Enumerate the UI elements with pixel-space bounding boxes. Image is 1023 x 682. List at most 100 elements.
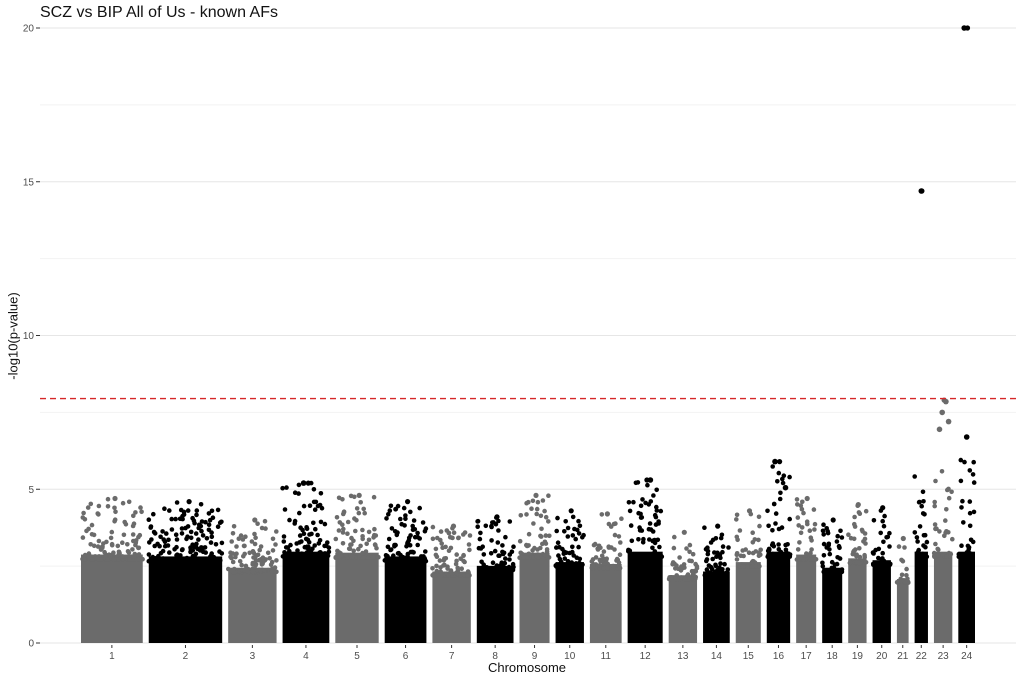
snp-point [576,518,581,524]
snp-point [922,512,927,517]
snp-point [654,504,659,510]
snp-point [253,553,259,558]
snp-point [801,510,806,516]
snp-point [899,572,905,578]
snp-point [599,553,605,559]
snp-point [734,534,740,540]
snp-point [131,521,137,526]
snp-point [239,562,244,568]
snp-point [887,544,892,549]
snp-point [756,514,762,520]
snp-point [689,576,694,581]
snp-point [650,545,655,551]
snp-point [250,569,256,575]
snp-point [776,470,782,476]
snp-point [618,540,623,545]
snp-point [267,556,273,561]
snp-point [270,536,276,542]
snp-point [466,542,472,547]
snp-point [795,515,801,520]
snp-point [481,552,487,557]
snp-point [564,564,570,569]
snp-point [854,552,859,557]
snp-point [269,559,275,565]
x-tick-label-chr-5: 5 [354,651,360,662]
snp-point [200,533,206,538]
snp-point [744,564,750,569]
chromosome-7-peak-point [450,523,457,529]
snp-point [615,557,621,563]
snp-point [779,525,785,530]
chart-title: SCZ vs BIP All of Us - known AFs [40,4,278,21]
snp-point [949,489,954,495]
y-tick-label: 0 [28,639,34,650]
snp-point [780,480,786,486]
snp-point [364,541,370,547]
snp-point [454,558,459,564]
snp-point [441,563,446,568]
snp-point [315,532,320,538]
snp-point [538,545,543,551]
snp-point [557,544,562,550]
chromosome-10-peak-point [568,508,574,514]
snp-point [85,505,91,510]
highlighted-snp-point [918,188,925,194]
snp-point [824,526,829,531]
snp-point [544,547,550,552]
snp-point [904,566,909,572]
snp-point [603,560,609,566]
snp-point [804,551,809,556]
snp-point [199,519,205,524]
snp-point [917,554,922,559]
snp-point [310,553,316,559]
chromosome-8-points [475,514,516,643]
snp-point [360,555,366,560]
snp-point [917,524,923,529]
snp-point [560,564,565,569]
snp-point [752,537,758,542]
snp-point [459,566,465,571]
snp-point [534,506,540,512]
snp-point [601,549,607,554]
snp-point [852,521,857,527]
snp-point [933,526,938,532]
snp-point [971,459,976,465]
snp-point [570,544,575,550]
snp-point [532,545,537,551]
snp-point [356,510,362,516]
chromosome-4-density [282,551,330,643]
snp-point [209,534,215,540]
snp-point [423,526,429,531]
snp-point [197,548,203,553]
snp-point [465,573,470,578]
x-tick-label-chr-3: 3 [250,651,256,662]
snp-point [434,563,439,569]
snp-point [924,539,930,545]
snp-point [231,524,237,529]
snp-point [543,514,549,520]
snp-point [710,556,715,562]
snp-point [419,554,424,559]
snp-point [105,557,111,562]
chromosome-17-points [794,495,819,643]
snp-point [358,543,363,549]
snp-point [674,563,679,568]
x-tick-label-chr-9: 9 [532,651,538,662]
snp-point [287,517,292,523]
snp-point [543,541,549,546]
y-tick-label: 15 [23,177,35,188]
snp-point [617,552,623,557]
snp-point [415,530,420,536]
highlighted-snp-point [772,458,778,465]
snp-point [431,573,437,578]
snp-point [821,553,827,558]
snp-point [166,537,171,543]
chromosome-1-peak-point [112,495,118,502]
snp-point [799,525,805,530]
snp-point [231,569,236,575]
snp-point [102,549,107,555]
snp-point [366,555,371,560]
snp-point [887,562,892,568]
snp-point [809,538,814,543]
snp-point [185,558,190,564]
